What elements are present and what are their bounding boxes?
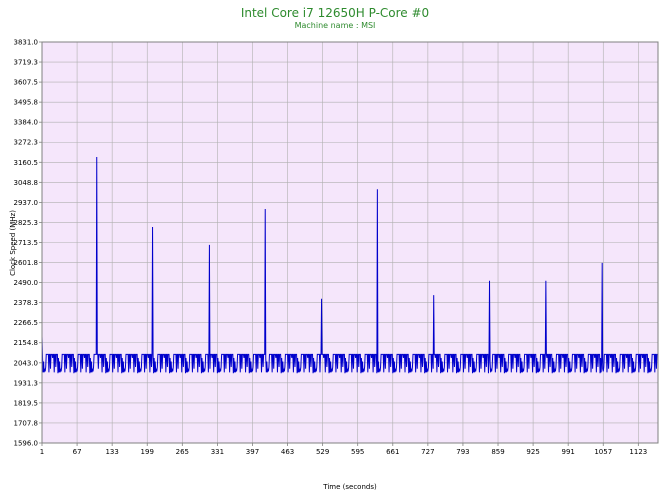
y-tick-label: 2937.0 xyxy=(14,199,39,207)
y-tick-label: 3160.5 xyxy=(14,159,39,167)
y-tick-label: 3719.3 xyxy=(14,59,39,67)
y-tick-label: 1707.8 xyxy=(14,419,39,427)
x-tick-label: 793 xyxy=(456,448,469,456)
chart-title: Intel Core i7 12650H P-Core #0 xyxy=(240,6,430,20)
x-tick-label: 661 xyxy=(386,448,399,456)
x-tick-label: 1057 xyxy=(594,448,612,456)
y-tick-label: 2043.0 xyxy=(14,359,39,367)
x-tick-label: 265 xyxy=(176,448,189,456)
x-tick-label: 1 xyxy=(40,448,44,456)
y-tick-label: 2266.5 xyxy=(14,319,39,327)
plot-border xyxy=(41,41,659,444)
x-tick-label: 529 xyxy=(316,448,329,456)
chart-subtitle: Machine name : MSI xyxy=(294,21,376,30)
y-tick-label: 3272.3 xyxy=(14,139,39,147)
y-tick-label: 2378.3 xyxy=(14,299,39,307)
y-tick-label: 3607.5 xyxy=(14,79,39,87)
grid xyxy=(42,41,658,444)
y-tick-label: 3831.0 xyxy=(14,39,39,47)
y-tick-label: 3048.8 xyxy=(14,179,39,187)
series-line xyxy=(41,157,658,374)
x-axis-label: Time (seconds) xyxy=(322,483,377,491)
x-tick-label: 859 xyxy=(491,448,504,456)
x-tick-label: 463 xyxy=(281,448,294,456)
x-tick-label: 199 xyxy=(141,448,154,456)
y-tick-label: 2490.0 xyxy=(14,279,39,287)
y-axis-ticks: 1596.0 1707.8 1819.5 1931.3 2043.0 2154.8 2266… xyxy=(14,39,42,448)
x-tick-label: 925 xyxy=(526,448,539,456)
x-tick-label: 133 xyxy=(105,448,118,456)
x-tick-label: 67 xyxy=(73,448,82,456)
y-tick-label: 2154.8 xyxy=(14,339,39,347)
x-tick-label: 1123 xyxy=(629,448,647,456)
y-tick-label: 3384.0 xyxy=(14,119,39,127)
y-tick-label: 1819.5 xyxy=(14,399,39,407)
x-tick-label: 991 xyxy=(561,448,574,456)
y-tick-label: 1931.3 xyxy=(14,379,39,387)
y-tick-label: 3495.8 xyxy=(14,99,39,107)
x-tick-label: 331 xyxy=(211,448,224,456)
y-tick-label: 2825.3 xyxy=(14,219,39,227)
y-tick-label: 2713.5 xyxy=(14,239,39,247)
x-tick-label: 397 xyxy=(246,448,259,456)
y-axis-label: Clock Speed (MHz) xyxy=(9,210,17,276)
x-tick-label: 595 xyxy=(351,448,364,456)
x-tick-label: 727 xyxy=(421,448,434,456)
y-tick-label: 1596.0 xyxy=(14,440,39,448)
x-axis-ticks: 1 67 133 199 265 331 397 463 529 595 661 727 793 859 9… xyxy=(40,443,647,456)
y-tick-label: 2601.8 xyxy=(14,259,39,267)
